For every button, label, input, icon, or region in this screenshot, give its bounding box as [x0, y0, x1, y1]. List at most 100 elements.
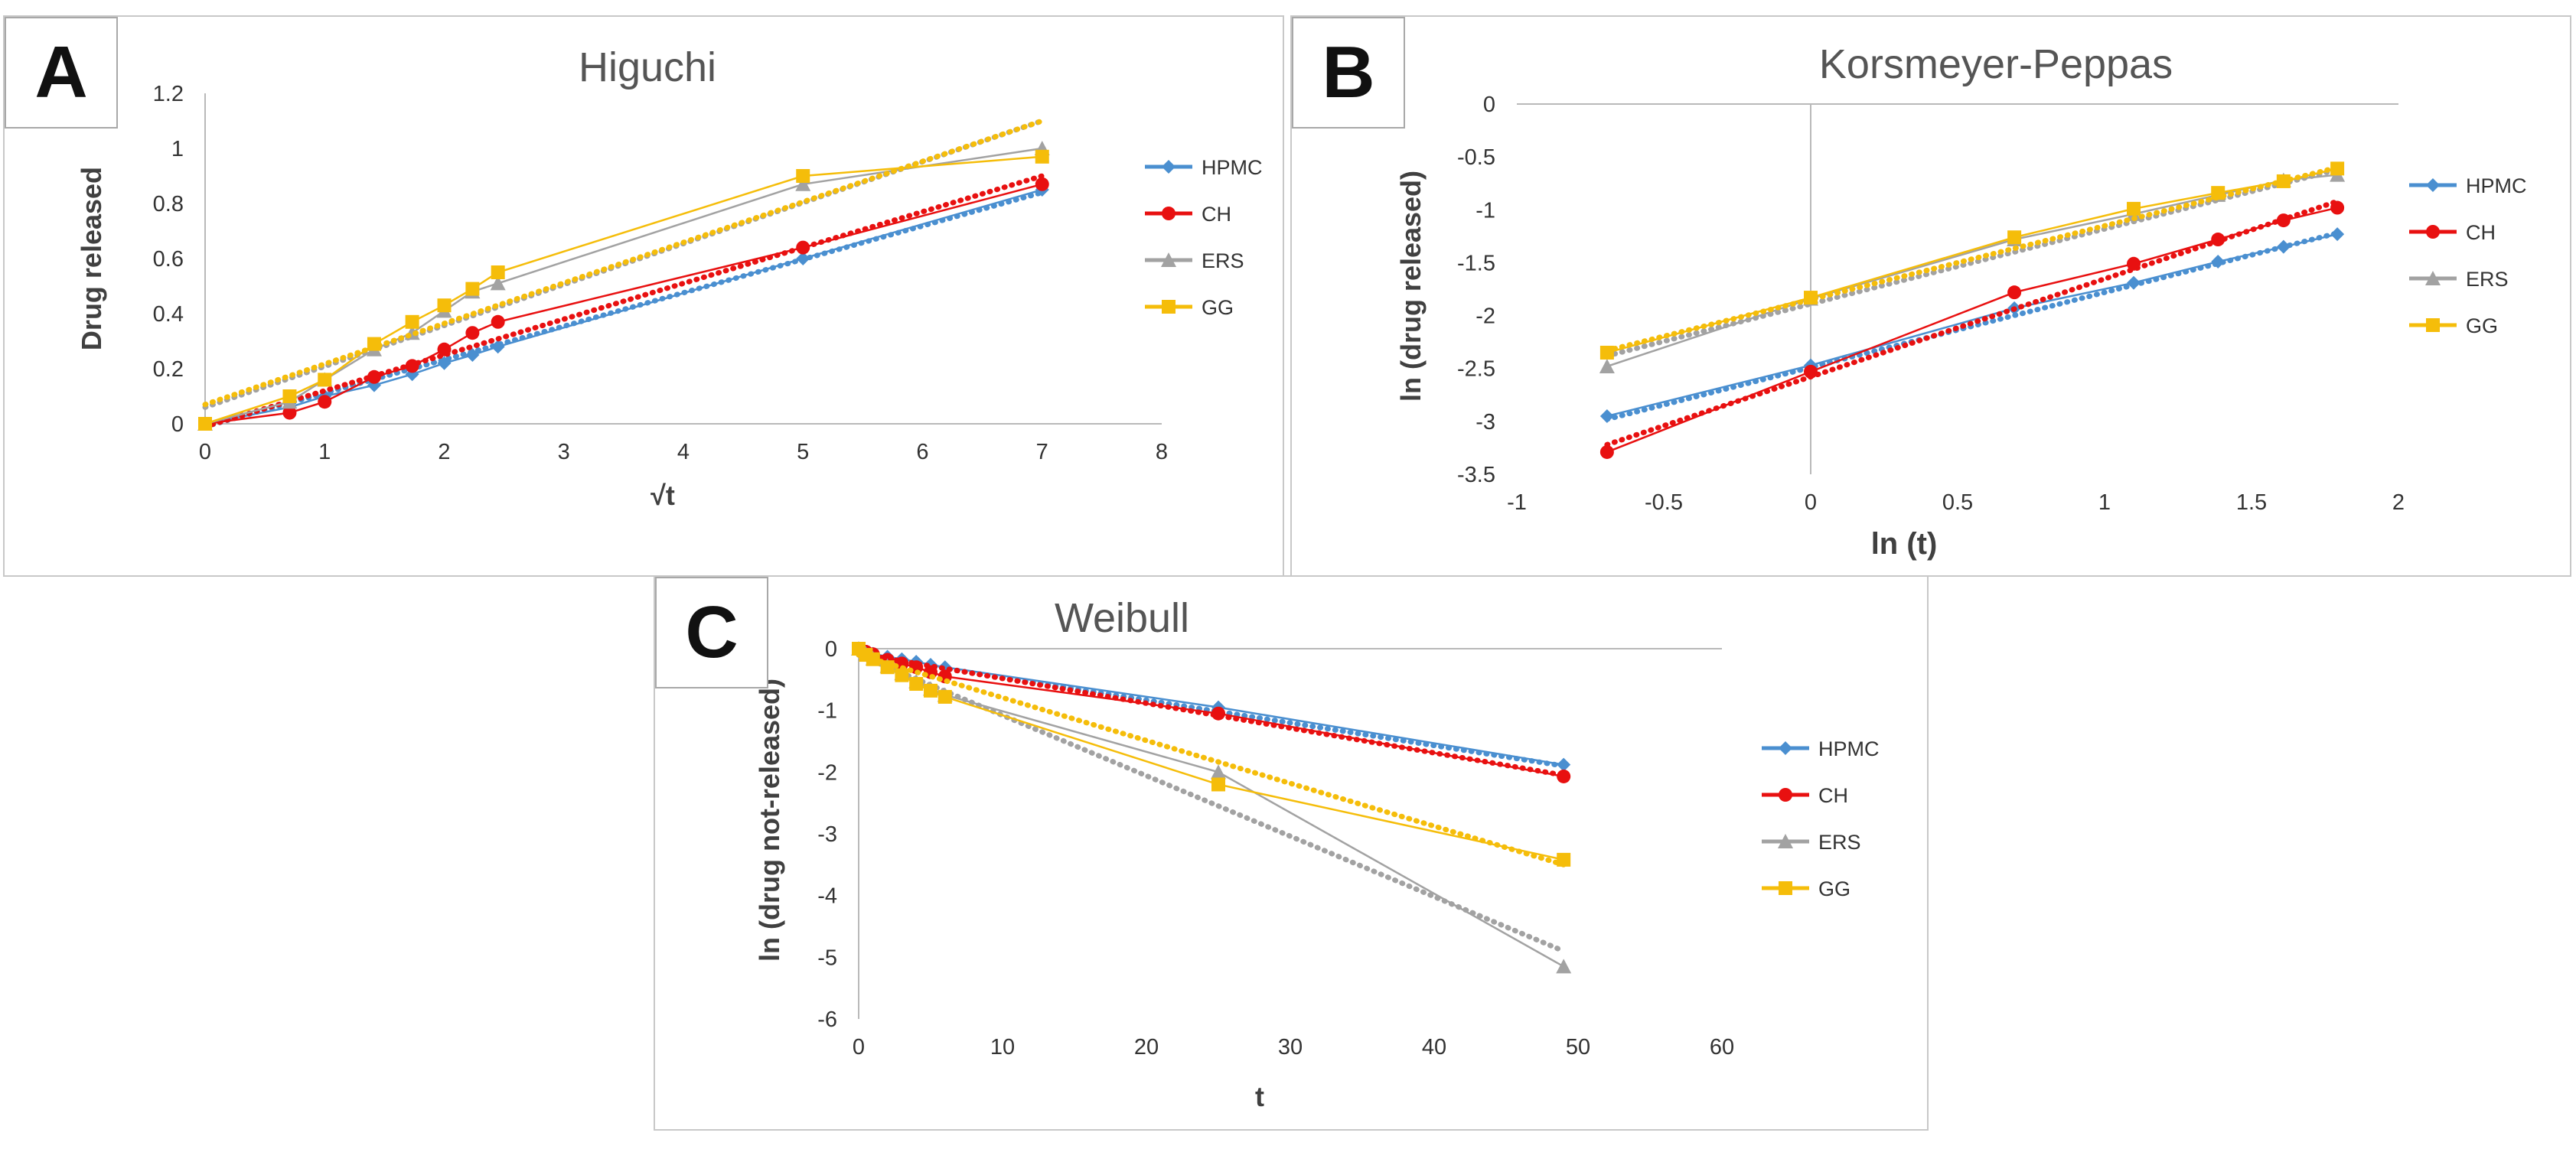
- series-gg: [1599, 161, 2345, 360]
- x-axis-label: √t: [651, 480, 675, 511]
- chart-title: Korsmeyer-Peppas: [1819, 41, 2173, 87]
- data-point-ch: [2127, 256, 2141, 271]
- x-tick-label: -0.5: [1645, 490, 1683, 515]
- x-tick-label: 20: [1134, 1035, 1159, 1059]
- data-point-ch: [1035, 177, 1049, 191]
- data-point-gg: [796, 169, 810, 183]
- data-point-ch: [367, 369, 381, 384]
- legend-label: GG: [2466, 314, 2498, 337]
- data-point-gg: [405, 314, 419, 329]
- y-tick-label: 1.2: [153, 82, 184, 106]
- legend-item-ch: CH: [2409, 221, 2496, 244]
- legend-marker-ch: [1779, 788, 1792, 802]
- data-point-ers: [1211, 764, 1226, 780]
- data-point-ch: [2211, 233, 2225, 247]
- data-point-gg: [2007, 230, 2022, 245]
- legend-marker-ers: [1778, 834, 1793, 848]
- data-point-gg: [937, 689, 952, 704]
- weibull-chart: Weibull 0 10 20 30 40 50 60 -6 -5 -4 -3 -2 -1 0 t ln (dr…: [754, 595, 1880, 1112]
- x-tick-label: 2: [438, 440, 450, 464]
- legend-item-ch: CH: [1145, 203, 1231, 226]
- x-tick-label: 50: [1566, 1035, 1590, 1059]
- series-hpmc: [852, 642, 1571, 772]
- chart-panel-c: Weibull 0 10 20 30 40 50 60 -6 -5 -4 -3 -2 -1 0 t ln (dr…: [654, 575, 1929, 1131]
- trendline-ch: [856, 650, 1567, 778]
- data-point-hpmc: [2330, 227, 2345, 242]
- data-point-ch: [318, 395, 332, 409]
- legend-item-hpmc: HPMC: [2409, 174, 2527, 197]
- y-tick-label: -3: [1475, 410, 1495, 435]
- legend-label: HPMC: [1818, 737, 1880, 760]
- x-tick-label: 60: [1710, 1035, 1734, 1059]
- data-point-gg: [282, 389, 297, 403]
- legend-item-gg: GG: [1762, 877, 1850, 900]
- trendline-gg: [856, 652, 1567, 867]
- y-tick-label: -0.5: [1457, 145, 1495, 170]
- y-tick-label: -1: [1475, 198, 1495, 223]
- trendline-ers: [856, 652, 1567, 954]
- data-point-gg: [895, 668, 909, 682]
- data-point-hpmc: [1557, 757, 1571, 772]
- data-point-ch: [465, 326, 480, 340]
- data-point-gg: [2127, 201, 2141, 216]
- chart-title: Higuchi: [579, 44, 716, 90]
- data-point-ch: [405, 359, 419, 373]
- higuchi-chart: Higuchi 0 1 2 3 4 5 6 7 8 0 0.2 0.4 0.6 0.8 1 1.2 √t Drug …: [76, 44, 1263, 511]
- legend-item-hpmc: HPMC: [1762, 737, 1880, 760]
- legend-marker-hpmc: [1162, 160, 1176, 174]
- data-point-gg: [2211, 186, 2225, 200]
- x-tick-label: -1: [1507, 490, 1527, 515]
- legend-marker-gg: [1162, 300, 1176, 314]
- data-point-gg: [924, 683, 937, 698]
- y-tick-label: -2.5: [1457, 357, 1495, 382]
- series-hpmc: [198, 183, 1049, 431]
- data-point-hpmc: [465, 348, 480, 362]
- legend-item-hpmc: HPMC: [1145, 156, 1263, 179]
- legend-label: ERS: [1202, 249, 1244, 272]
- data-point-hpmc: [796, 252, 810, 265]
- legend-label: GG: [1818, 877, 1850, 900]
- series-line-ers: [204, 147, 1042, 425]
- y-tick-label: 0: [1483, 93, 1495, 117]
- legend-label: ERS: [2466, 268, 2509, 291]
- y-tick-label: 0: [825, 637, 837, 662]
- legend-item-ers: ERS: [1762, 831, 1861, 854]
- y-tick-label: -2: [817, 760, 837, 785]
- legend-marker-gg: [2426, 318, 2440, 332]
- data-point-ch: [1211, 706, 1225, 721]
- x-tick-label: 0: [199, 440, 211, 464]
- series-line-gg: [204, 155, 1042, 425]
- x-tick-label: 3: [558, 440, 570, 464]
- series-line-ers: [1606, 174, 2338, 368]
- y-tick-label: -1.5: [1457, 251, 1495, 275]
- data-point-gg: [2330, 161, 2345, 176]
- x-tick-label: 30: [1278, 1035, 1303, 1059]
- data-point-hpmc: [491, 340, 505, 354]
- x-tick-label: 0: [1805, 490, 1817, 515]
- data-point-hpmc: [2276, 239, 2291, 254]
- series-line-ch: [204, 183, 1043, 425]
- x-tick-label: 1.5: [2236, 490, 2267, 515]
- data-point-ers: [795, 176, 811, 191]
- y-tick-label: -3.5: [1457, 463, 1495, 487]
- data-point-gg: [1557, 852, 1571, 867]
- trendline-ch: [202, 173, 1045, 430]
- panel-label-a: A: [5, 17, 118, 129]
- x-axis-label: ln (t): [1871, 527, 1938, 561]
- x-tick-label: 8: [1156, 440, 1168, 464]
- data-point-ch: [282, 405, 297, 420]
- series-gg: [198, 118, 1049, 431]
- legend-label: CH: [2466, 221, 2496, 244]
- legend-label: ERS: [1818, 831, 1861, 854]
- y-tick-label: -6: [817, 1007, 837, 1032]
- trendline-hpmc: [202, 190, 1045, 430]
- x-tick-label: 0.5: [1942, 490, 1973, 515]
- y-tick-label: 1: [171, 137, 184, 161]
- y-tick-label: -4: [817, 884, 837, 909]
- legend-label: GG: [1202, 296, 1234, 319]
- y-axis-label: ln (drug not-released): [754, 679, 785, 962]
- x-tick-label: 1: [318, 440, 331, 464]
- legend-marker-gg: [1779, 881, 1792, 895]
- data-point-hpmc: [2211, 255, 2225, 269]
- legend-marker-ers: [1161, 252, 1176, 267]
